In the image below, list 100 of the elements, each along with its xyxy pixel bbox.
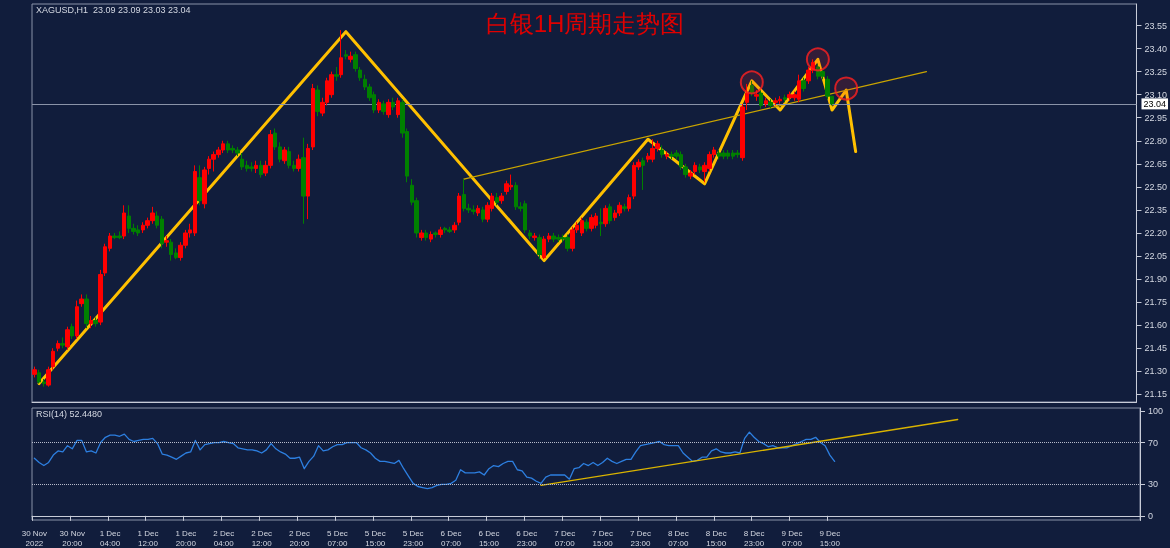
x-tick-label: 7 Dec 07:00 (554, 528, 576, 548)
candlestick (481, 206, 485, 223)
candlestick (599, 207, 603, 237)
candlestick (84, 293, 89, 329)
candlestick (339, 29, 343, 79)
y-tick-label: 22.35 (1144, 204, 1168, 215)
candlestick (296, 154, 301, 172)
candlestick (603, 204, 608, 228)
candlestick (499, 192, 504, 205)
y-tick-label: 23.55 (1144, 20, 1168, 31)
candlestick (391, 97, 395, 111)
candlestick (570, 226, 575, 252)
candlestick (254, 160, 258, 174)
annotation: XAGUSD,H1 23.09 23.09 23.03 23.04 (36, 4, 191, 15)
candlestick (122, 204, 126, 240)
candlestick (773, 97, 778, 106)
y-tick-label: 23.10 (1144, 89, 1168, 100)
x-tick-label: 1 Dec 12:00 (137, 528, 159, 548)
candlestick (60, 336, 65, 349)
candlestick (93, 316, 98, 328)
candlestick (735, 149, 740, 159)
candlestick (721, 149, 726, 160)
candlestick (164, 235, 169, 248)
y-tick-label: 22.50 (1144, 181, 1168, 192)
x-tick-label: 9 Dec 15:00 (819, 528, 841, 548)
candlestick (584, 218, 589, 232)
candlestick (537, 234, 542, 260)
y-tick-label: 30 (1148, 479, 1159, 490)
candlestick (259, 160, 263, 179)
x-tick-label: 30 Nov 20:00 (59, 528, 85, 548)
x-tick-label: 5 Dec 07:00 (326, 528, 348, 548)
x-tick-label: 1 Dec 20:00 (175, 528, 197, 548)
x-tick-label: 5 Dec 23:00 (402, 528, 424, 548)
candlestick (70, 323, 74, 340)
candlestick (89, 315, 93, 329)
candlestick (348, 51, 353, 63)
candlestick (528, 229, 532, 240)
candlestick (617, 201, 622, 217)
y-tick-label: 21.75 (1144, 297, 1168, 308)
candlestick (32, 366, 37, 378)
candlestick (75, 300, 79, 340)
candlestick (641, 157, 645, 191)
candlestick (377, 98, 381, 114)
x-tick-label: 6 Dec 23:00 (516, 528, 538, 548)
y-tick-label: 22.80 (1144, 135, 1168, 146)
candlestick (315, 84, 320, 117)
candlestick (56, 340, 60, 352)
candlestick (783, 94, 787, 103)
candlestick (311, 83, 315, 151)
candlestick (438, 226, 443, 239)
candlestick (381, 100, 386, 116)
candlestick (386, 98, 391, 119)
y-tick-label: 21.30 (1144, 366, 1168, 377)
candlestick (306, 143, 310, 220)
line-series (33, 431, 836, 490)
x-tick-label: 2 Dec 20:00 (289, 528, 311, 548)
candlestick (79, 293, 84, 308)
x-tick-label: 8 Dec 15:00 (705, 528, 727, 548)
x-tick-label: 7 Dec 23:00 (630, 528, 652, 548)
x-tick-label: 1 Dec 04:00 (99, 528, 121, 548)
candlestick (65, 326, 70, 351)
y-tick-label: 21.15 (1144, 389, 1168, 400)
candlestick (301, 137, 306, 225)
candlestick (754, 89, 759, 102)
candlestick (452, 221, 457, 234)
ref-line-label: 23.04 (1143, 98, 1167, 109)
candlestick (419, 229, 424, 242)
y-tick-label: 100 (1148, 406, 1164, 417)
candlestick (282, 146, 287, 165)
y-tick-label: 70 (1148, 437, 1159, 448)
x-tick-label: 7 Dec 15:00 (592, 528, 614, 548)
point (739, 70, 764, 95)
y-tick-label: 22.05 (1144, 251, 1168, 262)
y-tick-label: 22.20 (1144, 227, 1168, 238)
candlestick (665, 151, 669, 160)
y-tick-label: 23.40 (1144, 43, 1168, 54)
candlestick (764, 97, 768, 108)
x-tick-label: 9 Dec 07:00 (781, 528, 803, 548)
x-tick-label: 8 Dec 23:00 (743, 528, 765, 548)
candlestick (801, 77, 806, 93)
point (805, 47, 830, 72)
y-tick-label: 22.95 (1144, 112, 1168, 123)
y-tick-label: 21.90 (1144, 274, 1168, 285)
candlestick (476, 204, 480, 217)
candlestick (768, 98, 773, 109)
candlestick (759, 89, 763, 109)
y-tick-label: 21.60 (1144, 320, 1168, 331)
x-tick-label: 2 Dec 04:00 (213, 528, 235, 548)
y-tick-label: 21.45 (1144, 343, 1168, 354)
x-tick-label: 5 Dec 15:00 (364, 528, 386, 548)
candlestick (627, 194, 631, 212)
candlestick (344, 49, 348, 60)
candlestick (820, 68, 825, 80)
point (834, 76, 859, 101)
x-tick-label: 6 Dec 07:00 (440, 528, 462, 548)
candlestick (334, 66, 339, 82)
candlestick (249, 161, 254, 172)
candlestick (429, 230, 433, 243)
candlestick (495, 192, 499, 206)
y-tick-label: 23.25 (1144, 66, 1168, 77)
